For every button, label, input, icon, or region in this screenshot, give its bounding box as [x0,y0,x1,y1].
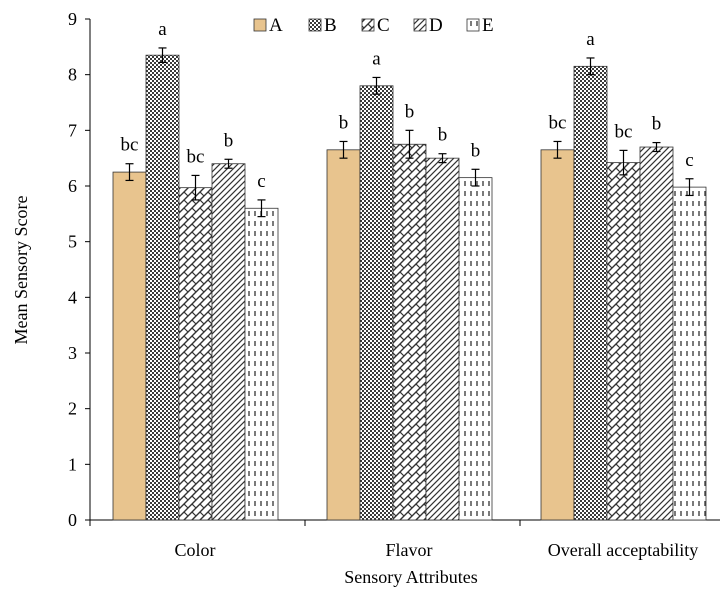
y-tick-label: 0 [68,510,77,530]
bar-e-overall-acceptability [672,186,707,521]
y-tick-label: 9 [68,9,77,29]
legend-swatch-b [308,18,322,32]
significance-label: a [158,19,167,40]
bar-d-color [211,163,246,521]
legend-label-b: B [324,15,337,36]
y-axis: 0 1 2 3 4 5 6 7 8 9 [68,9,91,530]
x-axis: Color Flavor Overall acceptability [89,519,720,560]
significance-label: bc [187,146,205,167]
significance-label: c [257,171,265,192]
bar-c-overall-acceptability [606,162,641,521]
significance-label: b [224,130,234,151]
legend-label-d: D [429,15,443,36]
bar-d-flavor [425,157,460,521]
significance-label: b [438,125,448,146]
y-tick-label: 4 [68,287,77,307]
legend-swatch-a [253,18,267,32]
bar-b-overall-acceptability [573,65,608,521]
legend-label-e: E [482,15,494,36]
bar-d-overall-acceptability [639,146,674,521]
significance-label: bc [549,112,567,133]
bar-a-color [112,171,147,521]
y-tick-label: 1 [68,454,77,474]
bar-c-flavor [392,143,427,521]
bar-b-flavor [359,85,394,521]
significance-label: a [372,48,381,69]
significance-label: bc [615,121,633,142]
y-tick-label: 6 [68,176,77,196]
y-tick-label: 8 [68,65,77,85]
bar-e-flavor [458,177,493,521]
y-tick-label: 5 [68,232,77,252]
x-tick-label: Flavor [386,540,433,560]
bar-c-color [178,187,213,521]
y-tick-label: 2 [68,399,77,419]
legend: A B C D E [253,15,494,36]
significance-label: b [405,101,415,122]
y-axis-title: Mean Sensory Score [11,196,31,345]
legend-swatch-d [413,18,427,32]
legend-label-c: C [377,15,390,36]
y-tick-label: 3 [68,343,77,363]
y-tick-label: 7 [68,120,77,140]
legend-label-a: A [269,15,283,36]
significance-label: b [339,112,349,133]
legend-swatch-c [361,18,375,32]
x-tick-label: Color [174,540,215,560]
bar-e-color [244,207,279,521]
bar-a-flavor [326,149,361,521]
x-axis-title: Sensory Attributes [344,567,478,587]
significance-label: b [471,140,481,161]
bar-b-color [145,54,180,521]
legend-swatch-e [466,18,480,32]
significance-label: bc [121,135,139,156]
bar-a-overall-acceptability [540,149,575,521]
significance-label: c [685,150,693,171]
significance-label: a [586,29,595,50]
x-tick-label: Overall acceptability [548,540,698,560]
significance-label: b [652,114,662,135]
